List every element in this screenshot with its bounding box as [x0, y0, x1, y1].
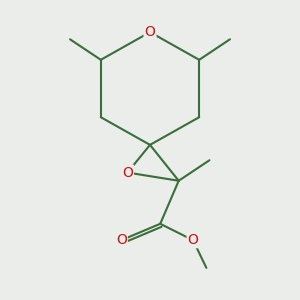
Text: O: O: [122, 166, 133, 179]
Text: O: O: [116, 233, 127, 247]
Text: O: O: [145, 25, 155, 39]
Text: O: O: [188, 233, 199, 247]
